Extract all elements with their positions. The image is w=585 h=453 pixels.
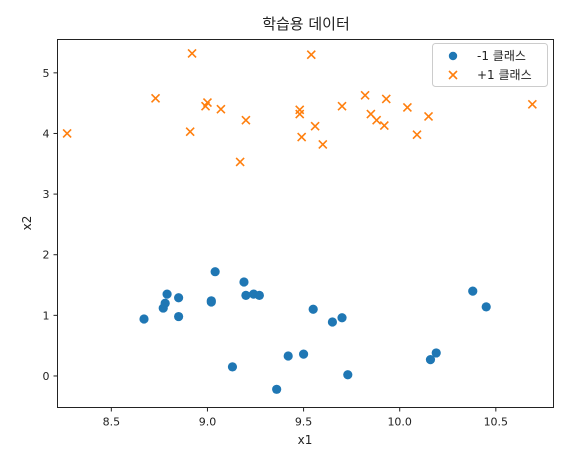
data-point-neg bbox=[206, 297, 216, 307]
data-point-pos bbox=[62, 128, 72, 139]
data-point-neg bbox=[174, 311, 184, 322]
data-point-neg bbox=[174, 293, 184, 303]
legend-circle-marker bbox=[448, 51, 458, 61]
data-point-pos bbox=[297, 132, 307, 142]
data-point-pos bbox=[402, 102, 412, 112]
data-point-pos bbox=[202, 97, 213, 108]
plot-area bbox=[62, 48, 537, 394]
data-point-neg bbox=[239, 277, 249, 287]
data-point-neg bbox=[160, 298, 170, 308]
data-point-neg bbox=[162, 289, 172, 299]
data-point-neg bbox=[227, 362, 238, 372]
axes-frame bbox=[57, 39, 554, 408]
data-point-neg bbox=[343, 370, 353, 380]
legend-label-neg: -1 클래스 bbox=[477, 49, 526, 63]
data-point-pos bbox=[150, 93, 161, 103]
data-point-pos bbox=[360, 90, 370, 100]
data-point-neg bbox=[425, 355, 436, 365]
data-point-neg bbox=[327, 317, 338, 327]
data-point-neg bbox=[283, 351, 293, 361]
data-point-neg bbox=[272, 384, 282, 394]
data-point-pos bbox=[295, 105, 305, 115]
legend-box bbox=[432, 43, 548, 87]
data-point-pos bbox=[241, 115, 251, 125]
data-point-pos bbox=[318, 139, 328, 149]
data-point-pos bbox=[381, 94, 391, 104]
data-point-neg bbox=[254, 290, 264, 300]
x-tick-label: 10.0 bbox=[387, 416, 412, 429]
data-point-pos bbox=[310, 121, 320, 131]
y-tick-label: 3 bbox=[43, 188, 50, 201]
data-point-pos bbox=[423, 111, 434, 122]
y-tick-label: 1 bbox=[43, 309, 50, 322]
data-point-neg bbox=[468, 286, 478, 296]
chart-title: 학습용 데이터 bbox=[262, 15, 350, 33]
y-tick-label: 2 bbox=[43, 249, 50, 262]
data-point-pos bbox=[372, 115, 382, 125]
data-point-neg bbox=[431, 348, 441, 358]
data-point-pos bbox=[187, 48, 197, 59]
data-point-neg bbox=[241, 290, 251, 300]
axis-ticks: 8.5 9.0 9.5 10.0 10.5 0 1 2 3 4 5 bbox=[43, 67, 509, 429]
legend-label-pos: +1 클래스 bbox=[477, 68, 532, 82]
data-point-pos bbox=[527, 99, 537, 109]
x-tick-label: 8.5 bbox=[103, 416, 121, 429]
data-point-neg bbox=[298, 349, 309, 359]
data-point-pos bbox=[379, 121, 389, 131]
x-tick-label: 9.5 bbox=[295, 416, 313, 429]
data-point-pos bbox=[412, 130, 422, 140]
x-tick-label: 10.5 bbox=[484, 416, 509, 429]
data-point-pos bbox=[185, 127, 195, 137]
y-tick-label: 4 bbox=[43, 127, 50, 140]
legend-x-marker bbox=[448, 70, 458, 80]
x-axis-label: x1 bbox=[298, 433, 313, 447]
data-point-pos bbox=[337, 101, 347, 111]
y-axis-label: x2 bbox=[20, 216, 34, 231]
data-point-pos bbox=[306, 50, 316, 60]
data-point-neg bbox=[210, 267, 220, 277]
data-point-pos bbox=[216, 104, 226, 114]
data-point-neg bbox=[337, 313, 347, 323]
y-tick-label: 5 bbox=[43, 67, 50, 80]
legend: -1 클래스 +1 클래스 bbox=[432, 43, 548, 87]
data-point-neg bbox=[481, 302, 491, 312]
data-point-pos bbox=[235, 157, 245, 167]
data-point-neg bbox=[139, 314, 149, 324]
y-tick-label: 0 bbox=[43, 370, 50, 383]
x-tick-label: 9.0 bbox=[199, 416, 217, 429]
data-point-neg bbox=[308, 304, 318, 314]
